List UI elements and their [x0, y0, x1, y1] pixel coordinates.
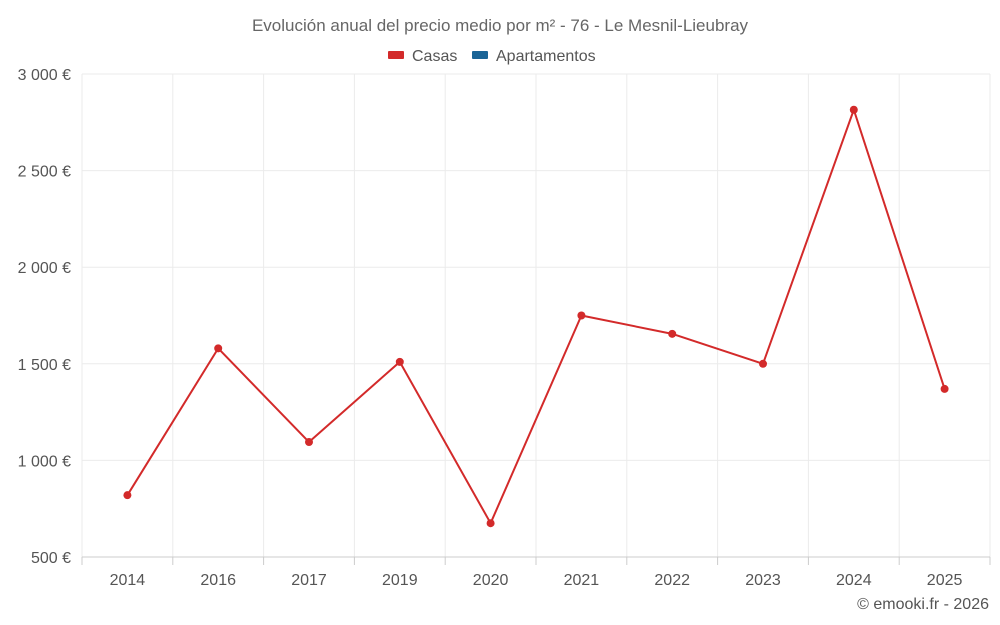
- data-point-casas-2024[interactable]: [849, 105, 858, 114]
- x-axis: 2014 2016 2017 2019 2020 2021 2022 2023 2024 2025: [81, 556, 991, 589]
- y-tick-label: 1 500 €: [18, 357, 71, 374]
- data-point-casas-2022[interactable]: [668, 329, 677, 338]
- gridlines: [81, 73, 991, 557]
- y-tick-label: 2 500 €: [18, 164, 71, 181]
- legend-swatch-apartamentos: [472, 51, 488, 59]
- y-tick-label: 3 000 €: [18, 67, 71, 84]
- data-point-casas-2017[interactable]: [305, 438, 313, 447]
- legend-label-casas: Casas: [412, 48, 457, 65]
- legend-swatch-casas: [388, 51, 404, 59]
- x-tick-label: 2024: [836, 572, 872, 589]
- data-point-casas-2019[interactable]: [395, 357, 404, 366]
- data-point-casas-2016[interactable]: [214, 344, 223, 353]
- legend-item-casas[interactable]: Casas: [388, 48, 457, 65]
- legend: Casas Apartamentos: [388, 48, 596, 65]
- y-tick-label: 500 €: [31, 550, 71, 567]
- x-tick-label: 2019: [382, 572, 418, 589]
- x-tick-label: 2022: [654, 572, 690, 589]
- y-tick-label: 2 000 €: [18, 260, 71, 277]
- data-point-casas-2025[interactable]: [940, 384, 949, 393]
- legend-item-apartamentos[interactable]: Apartamentos: [472, 48, 596, 65]
- credit-text: © emooki.fr - 2026: [857, 596, 989, 613]
- x-tick-label: 2020: [473, 572, 509, 589]
- y-axis: 500 € 1 000 € 1 500 € 2 000 € 2 500 € 3 000 €: [18, 67, 71, 567]
- series-line-casas: [126, 108, 946, 525]
- data-point-casas-2023[interactable]: [759, 359, 767, 368]
- x-tick-label: 2025: [927, 572, 963, 589]
- x-tick-label: 2014: [110, 572, 146, 589]
- data-point-casas-2020[interactable]: [486, 519, 495, 528]
- x-tick-label: 2017: [291, 572, 327, 589]
- x-tick-label: 2016: [200, 572, 236, 589]
- chart-title: Evolución anual del precio medio por m² …: [252, 16, 749, 35]
- series-layer: [123, 105, 949, 528]
- y-tick-label: 1 000 €: [18, 453, 71, 470]
- x-tick-label: 2021: [564, 572, 600, 589]
- x-tick-label: 2023: [745, 572, 781, 589]
- data-point-casas-2014[interactable]: [123, 491, 132, 500]
- legend-label-apartamentos: Apartamentos: [496, 48, 596, 65]
- data-point-casas-2021[interactable]: [577, 311, 586, 320]
